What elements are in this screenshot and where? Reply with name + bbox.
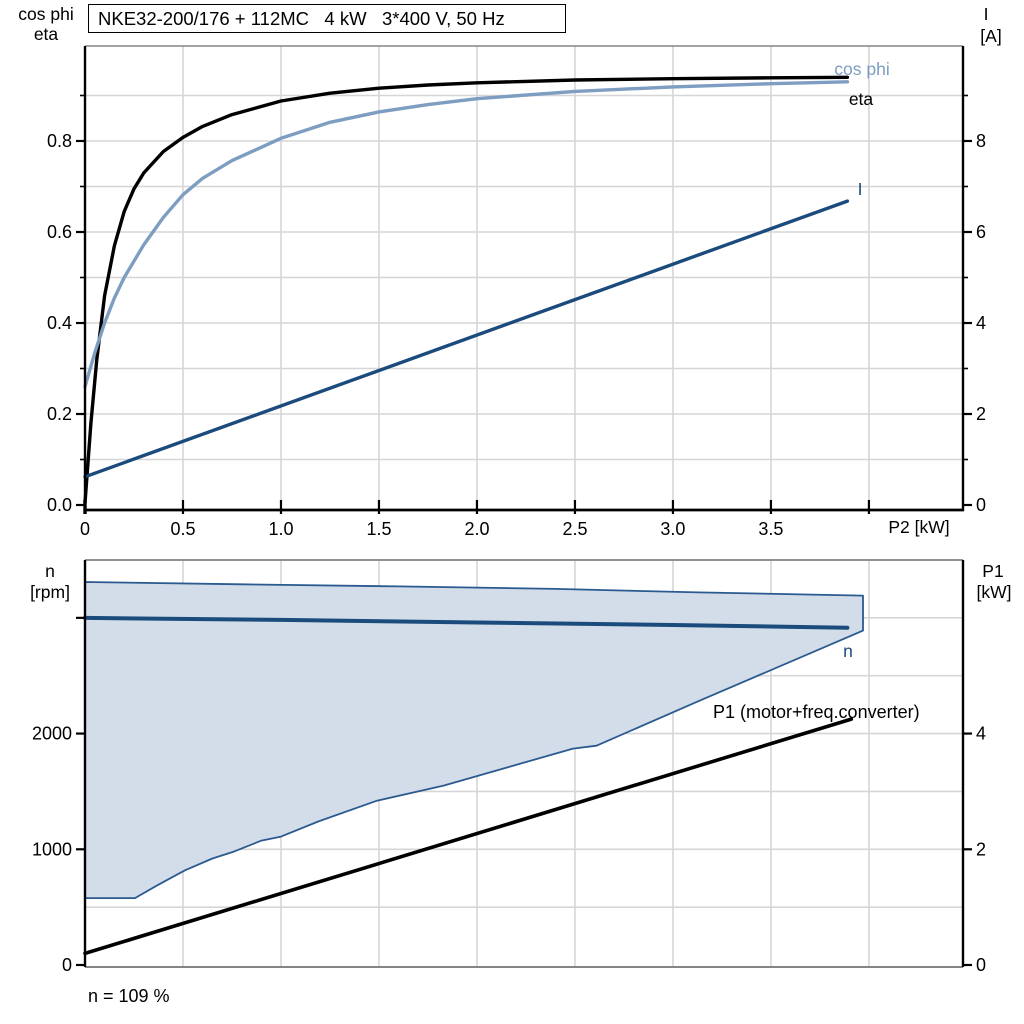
p1-curve-label: P1 (motor+freq.converter) [713,702,920,722]
eta-curve-label: eta [848,89,874,109]
chart-title: NKE32-200/176 + 112MC 4 kW 3*400 V, 50 H… [98,7,505,29]
series-P1-motor-freq-converter- [83,717,854,956]
y-left-tick-label: 1000 [32,839,72,859]
bottom-left-axis-header-rpm: [rpm] [30,582,70,602]
bottom-right-axis-header-kw: [kW] [976,582,1012,602]
y-left-tick-label: 0.6 [47,222,72,242]
cosphi-curve-label: cos phi [834,59,890,79]
speed-range-envelope [84,581,864,899]
y-left-tick-label: 2000 [32,724,72,744]
series-cos-phi [83,80,850,389]
bottom-left-axis-header-n: n [45,561,55,581]
y-left-tick-label: 0.8 [47,131,72,151]
right-axis-header-A: [A] [980,26,1002,46]
speed-curve-label: n [843,641,853,661]
y-right-tick-label: 8 [976,131,986,151]
x-tick-label: 3.0 [660,519,685,539]
x-tick-label: 2.5 [562,519,587,539]
y-right-tick-label: 4 [976,313,986,333]
left-axis-header-eta: eta [33,24,59,44]
y-right-tick-label: 2 [976,839,986,859]
series-I [83,199,850,479]
x-tick-label: 3.5 [758,519,783,539]
series-eta [83,75,850,505]
x-tick-label: 1.5 [366,519,391,539]
y-left-tick-label: 0 [62,955,72,975]
y-left-tick-label: 0.4 [47,313,72,333]
bottom-right-axis-header-p1: P1 [982,561,1004,581]
left-axis-header-cosphi: cos phi [18,4,74,24]
y-right-tick-label: 0 [976,955,986,975]
x-tick-label: 1.0 [268,519,293,539]
y-right-tick-label: 6 [976,222,986,242]
y-left-tick-label: 0.2 [47,404,72,424]
series-n [83,615,850,630]
y-right-tick-label: 4 [976,724,986,744]
x-tick-label: 0 [80,519,90,539]
right-axis-header-I: I [983,4,989,24]
speed-annotation: n = 109 % [88,986,170,1006]
current-curve-label: I [857,179,863,199]
y-right-tick-label: 0 [976,495,986,515]
x-axis-title: P2 [kW] [888,517,950,537]
chart-title-box: NKE32-200/176 + 112MC 4 kW 3*400 V, 50 H… [88,4,566,33]
y-left-tick-label: 0.0 [47,495,72,515]
x-tick-label: 2.0 [464,519,489,539]
x-tick-label: 0.5 [170,519,195,539]
y-right-tick-label: 2 [976,404,986,424]
